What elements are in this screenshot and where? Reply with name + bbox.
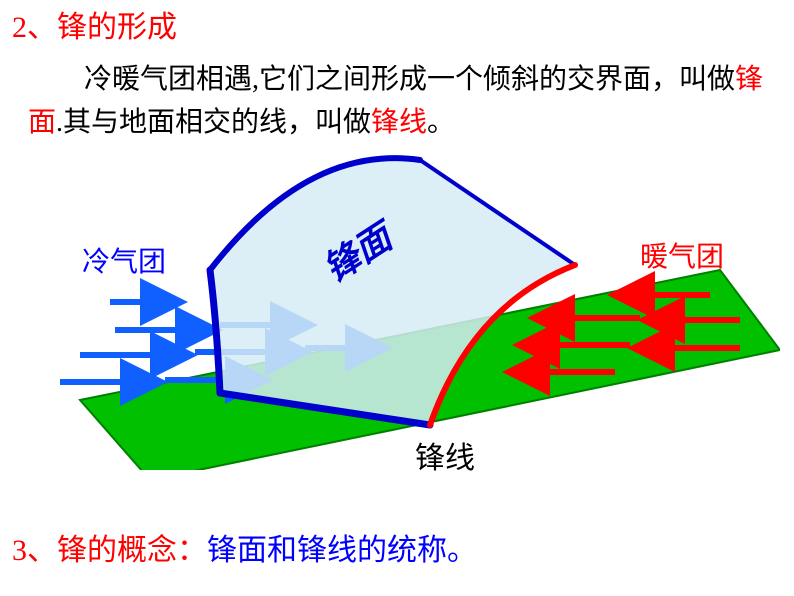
para-red2: 锋线 (371, 107, 427, 138)
para-part3: 。 (427, 107, 455, 138)
label-warm-air: 暖气团 (640, 235, 724, 275)
heading-3-title: 锋的概念： (57, 534, 207, 567)
front-diagram: 冷气团 暖气团 锋面 锋线 (20, 140, 780, 470)
label-front-line: 锋线 (415, 433, 475, 477)
label-cold-air: 冷气团 (82, 240, 166, 280)
heading-3: 3、锋的概念：锋面和锋线的统称。 (12, 530, 477, 572)
heading-2-number: 2、 (12, 11, 57, 44)
para-part1: 冷暖气团相遇,它们之间形成一个倾斜的交界面，叫做 (84, 64, 735, 95)
heading-3-body: 锋面和锋线的统称。 (207, 534, 477, 567)
front-svg (20, 140, 780, 470)
page: 2、锋的形成 冷暖气团相遇,它们之间形成一个倾斜的交界面，叫做锋面.其与地面相交… (0, 0, 794, 596)
heading-3-number: 3、 (12, 534, 57, 567)
heading-2-title: 锋的形成 (57, 11, 177, 44)
para-part2: .其与地面相交的线，叫做 (56, 107, 371, 138)
paragraph: 冷暖气团相遇,它们之间形成一个倾斜的交界面，叫做锋面.其与地面相交的线，叫做锋线… (28, 58, 768, 145)
heading-2: 2、锋的形成 (12, 8, 177, 47)
